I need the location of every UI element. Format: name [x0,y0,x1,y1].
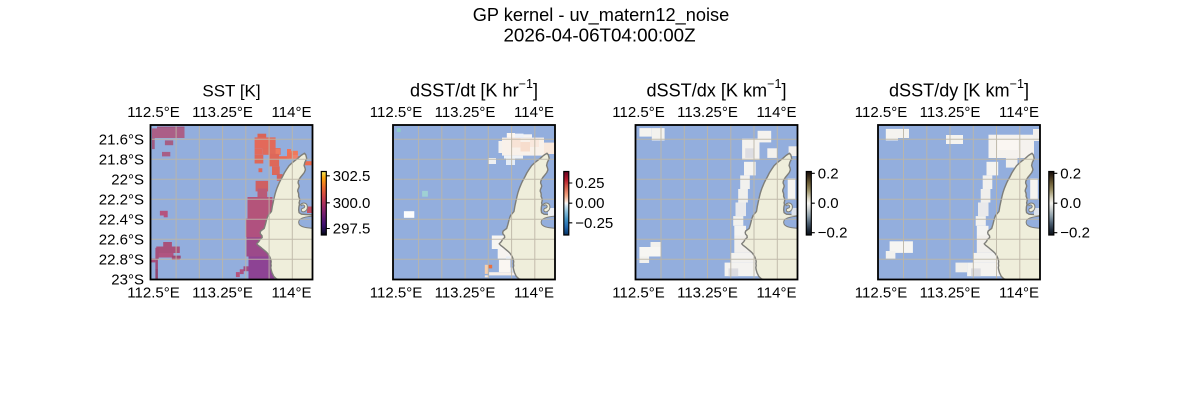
svg-text:114°E: 114°E [272,285,312,302]
svg-text:22.4°S: 22.4°S [99,211,144,228]
svg-text:112.5°E: 112.5°E [855,104,907,121]
svg-text:113.25°E: 113.25°E [920,104,981,121]
svg-text:SST [K]: SST [K] [202,82,260,101]
svg-text:112.5°E: 112.5°E [855,285,907,302]
svg-text:0.25: 0.25 [575,175,604,192]
svg-text:114°E: 114°E [999,104,1039,121]
svg-text:22.2°S: 22.2°S [99,191,144,208]
svg-text:112.5°E: 112.5°E [612,285,664,302]
svg-text:0.0: 0.0 [1060,195,1081,212]
svg-text:112.5°E: 112.5°E [127,285,179,302]
svg-text:112.5°E: 112.5°E [370,104,422,121]
svg-text:113.25°E: 113.25°E [435,285,496,302]
svg-text:302.5: 302.5 [333,168,371,185]
svg-text:0.0: 0.0 [818,195,839,212]
svg-text:114°E: 114°E [272,104,312,121]
svg-text:dSST/dy [K km−1]: dSST/dy [K km−1] [889,77,1029,101]
svg-text:300.0: 300.0 [333,195,371,212]
svg-text:22.6°S: 22.6°S [99,231,144,248]
svg-text:113.25°E: 113.25°E [192,104,253,121]
svg-text:113.25°E: 113.25°E [192,285,253,302]
svg-text:0.2: 0.2 [818,165,839,182]
svg-text:21.6°S: 21.6°S [99,131,144,148]
svg-text:113.25°E: 113.25°E [435,104,496,121]
svg-text:0.2: 0.2 [1060,165,1081,182]
svg-text:−0.25: −0.25 [575,215,613,232]
svg-text:dSST/dx [K km−1]: dSST/dx [K km−1] [646,77,786,101]
svg-text:21.8°S: 21.8°S [99,151,144,168]
svg-text:2026-04-06T04:00:00Z: 2026-04-06T04:00:00Z [503,25,695,46]
svg-text:114°E: 114°E [757,104,797,121]
svg-text:113.25°E: 113.25°E [920,285,981,302]
svg-text:−0.2: −0.2 [818,225,848,242]
svg-text:114°E: 114°E [514,104,554,121]
svg-text:113.25°E: 113.25°E [677,104,738,121]
svg-text:114°E: 114°E [757,285,797,302]
svg-text:−0.2: −0.2 [1060,225,1090,242]
svg-text:112.5°E: 112.5°E [127,104,179,121]
svg-text:0.00: 0.00 [575,195,604,212]
svg-text:22.8°S: 22.8°S [99,251,144,268]
svg-text:dSST/dt [K hr−1]: dSST/dt [K hr−1] [410,77,538,101]
svg-text:297.5: 297.5 [333,221,371,238]
svg-text:113.25°E: 113.25°E [677,285,738,302]
svg-text:112.5°E: 112.5°E [612,104,664,121]
svg-text:114°E: 114°E [999,285,1039,302]
svg-text:22°S: 22°S [111,171,144,188]
svg-text:23°S: 23°S [111,271,144,288]
svg-text:114°E: 114°E [514,285,554,302]
svg-text:GP kernel - uv_matern12_noise: GP kernel - uv_matern12_noise [473,5,729,26]
svg-text:112.5°E: 112.5°E [370,285,422,302]
